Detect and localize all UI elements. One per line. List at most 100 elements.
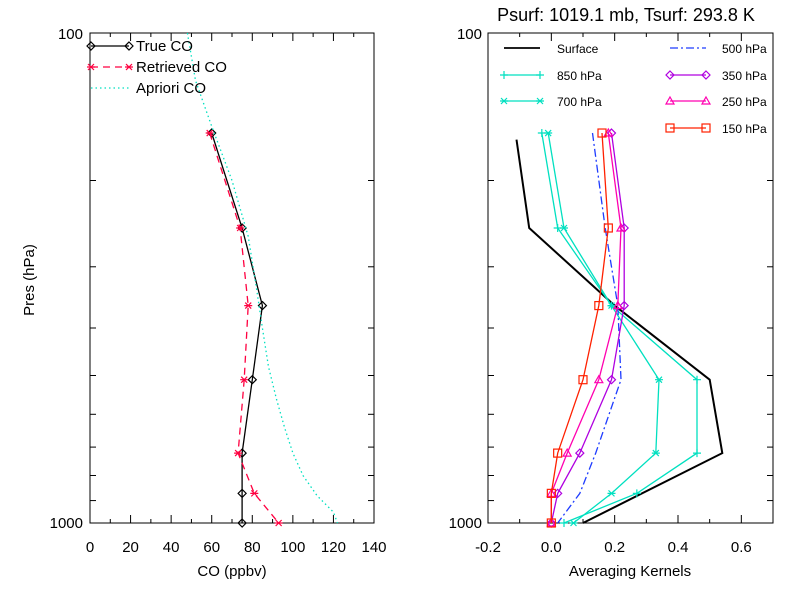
left-x-tick-label: 80 (244, 539, 261, 556)
data-point-850-hpa (693, 375, 701, 384)
right-panel: Psurf: 1019.1 mb, Tsurf: 293.8 K -0.2 0.0… (449, 5, 774, 580)
data-point-true-co (237, 488, 247, 499)
data-point-850-hpa (632, 489, 641, 498)
legend-label-350-hpa: 350 hPa (722, 69, 767, 83)
data-point-700-hpa (569, 519, 578, 527)
data-point-850-hpa (693, 449, 701, 458)
data-point-retrieved-co (240, 376, 249, 384)
series-150-hpa (546, 128, 613, 528)
series-700-hpa (544, 129, 663, 527)
series-line-250-hpa (550, 132, 622, 523)
data-point-150-hpa (546, 518, 556, 528)
left-x-tick-label: 20 (122, 539, 139, 556)
legend-label-150-hpa: 150 hPa (722, 122, 767, 136)
legend-marker-true-co (124, 41, 134, 51)
right-panel-title: Psurf: 1019.1 mb, Tsurf: 293.8 K (497, 5, 755, 25)
data-point-true-co (247, 374, 258, 385)
left-tick-marks (89, 33, 375, 523)
left-panel: 0 20 40 60 80 100 120 140 100 1000 True CO Retr… (21, 26, 387, 580)
data-point-retrieved-co (205, 129, 214, 137)
data-point-150-hpa (597, 128, 607, 138)
legend-label-apriori-co: Apriori CO (136, 80, 206, 97)
left-x-tick-label: 60 (203, 539, 220, 556)
data-point-250-hpa (593, 374, 604, 384)
legend-label-850-hpa: 850 hPa (557, 69, 602, 83)
series-apriori-co (186, 32, 339, 524)
right-x-tick-label: 0.6 (731, 539, 752, 556)
right-x-tick-label: 0.0 (541, 539, 562, 556)
legend-marker-150-hpa (701, 123, 711, 133)
legend-marker-350-hpa (701, 70, 711, 80)
left-x-tick-label: 0 (86, 539, 94, 556)
data-point-350-hpa (619, 300, 630, 311)
right-x-tick-labels: -0.2 0.0 0.2 0.4 0.6 (475, 539, 752, 556)
legend-marker-350-hpa (665, 70, 675, 80)
left-x-tick-label: 40 (163, 539, 180, 556)
data-point-350-hpa (619, 223, 630, 233)
series-500-hpa (557, 132, 622, 524)
series-line-surface (515, 139, 724, 524)
legend-label-500-hpa: 500 hPa (722, 42, 767, 56)
legend-marker-850-hpa (536, 71, 544, 79)
right-y-tick-label-100: 100 (457, 26, 482, 43)
data-point-true-co (257, 300, 268, 311)
series-250-hpa (546, 127, 627, 527)
series-line-150-hpa (550, 132, 609, 523)
data-point-350-hpa (606, 128, 617, 138)
left-x-tick-labels: 0 20 40 60 80 100 120 140 (86, 539, 387, 556)
data-point-150-hpa (594, 300, 604, 311)
legend-marker-true-co (86, 41, 96, 51)
data-point-700-hpa (607, 489, 616, 497)
left-x-axis-title: CO (ppbv) (197, 563, 266, 580)
legend-marker-250-hpa (664, 95, 676, 105)
data-point-retrieved-co (234, 449, 243, 457)
legend-label-true-co: True CO (136, 38, 193, 55)
right-legend: Surface 850 hPa 700 hPa 500 hPa 350 hPa … (500, 42, 767, 136)
data-point-700-hpa (607, 302, 616, 310)
data-point-250-hpa (612, 300, 623, 310)
left-y-tick-label-100: 100 (58, 26, 83, 43)
series-retrieved-co (205, 129, 283, 527)
right-plot-frame (487, 32, 774, 524)
left-y-tick-label-1000: 1000 (50, 515, 83, 532)
data-point-150-hpa (546, 488, 556, 498)
data-point-700-hpa (655, 376, 663, 384)
legend-marker-retrieved-co (125, 63, 133, 71)
left-legend: True CO Retrieved CO Apriori CO (86, 38, 227, 97)
series-line-retrieved-co (209, 132, 280, 524)
right-x-tick-label: -0.2 (475, 539, 501, 556)
legend-marker-700-hpa (500, 97, 508, 105)
data-point-150-hpa (553, 448, 563, 458)
data-point-250-hpa (562, 447, 573, 457)
legend-marker-150-hpa (665, 123, 675, 133)
data-point-850-hpa (560, 519, 568, 527)
series-line-350-hpa (550, 132, 625, 524)
left-x-tick-label: 120 (321, 539, 346, 556)
legend-label-surface: Surface (557, 42, 599, 56)
legend-marker-700-hpa (536, 97, 544, 105)
right-x-axis-title: Averaging Kernels (569, 563, 691, 580)
data-point-150-hpa (603, 223, 613, 233)
series-line-true-co (211, 132, 264, 523)
legend-label-retrieved-co: Retrieved CO (136, 59, 227, 76)
left-x-tick-label: 140 (361, 539, 386, 556)
data-point-retrieved-co (244, 302, 253, 310)
right-x-tick-label: 0.4 (668, 539, 689, 556)
left-plot-frame (89, 32, 375, 524)
data-point-retrieved-co (274, 519, 283, 527)
legend-marker-250-hpa (700, 95, 712, 105)
series-surface (515, 139, 724, 524)
left-y-axis-title: Pres (hPa) (21, 244, 38, 316)
data-point-250-hpa (546, 517, 557, 527)
legend-marker-retrieved-co (87, 63, 95, 71)
right-y-tick-label-1000: 1000 (449, 515, 482, 532)
left-x-tick-label: 100 (280, 539, 305, 556)
data-point-700-hpa (544, 129, 553, 137)
series-true-co (206, 128, 268, 528)
data-point-150-hpa (578, 375, 588, 385)
left-series-group (186, 32, 339, 528)
data-point-700-hpa (560, 224, 568, 232)
right-series-group (515, 127, 724, 528)
series-line-apriori-co (186, 32, 339, 524)
